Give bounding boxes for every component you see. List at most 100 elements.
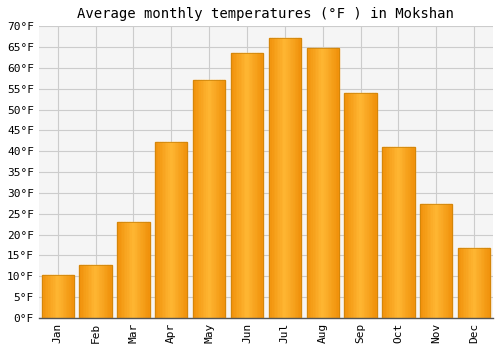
Bar [86, 265, 88, 318]
Bar [42, 275, 43, 318]
Bar [334, 48, 336, 318]
Bar [326, 48, 328, 318]
Bar [262, 53, 263, 318]
Bar [486, 248, 487, 318]
Bar [130, 222, 132, 318]
Bar [426, 204, 428, 318]
Bar [314, 48, 316, 318]
Bar [239, 53, 240, 318]
Bar [285, 38, 286, 318]
Bar [425, 204, 426, 318]
Bar [351, 92, 352, 318]
Bar [172, 142, 173, 318]
Bar [204, 79, 206, 318]
Bar [201, 79, 202, 318]
Bar [484, 248, 486, 318]
Title: Average monthly temperatures (°F ) in Mokshan: Average monthly temperatures (°F ) in Mo… [78, 7, 454, 21]
Bar [127, 222, 128, 318]
Bar [408, 147, 410, 318]
Bar [298, 38, 300, 318]
Bar [405, 147, 406, 318]
Bar [320, 48, 321, 318]
Bar [458, 248, 460, 318]
Bar [209, 79, 211, 318]
Bar [248, 53, 250, 318]
Bar [120, 222, 122, 318]
Bar [480, 248, 482, 318]
Bar [318, 48, 320, 318]
Bar [395, 147, 397, 318]
Bar [182, 142, 184, 318]
Bar [451, 204, 452, 318]
Bar [202, 79, 204, 318]
Bar [300, 38, 301, 318]
Bar [366, 92, 367, 318]
Bar [155, 142, 157, 318]
Bar [160, 142, 162, 318]
Bar [487, 248, 488, 318]
Bar [184, 142, 186, 318]
Bar [321, 48, 322, 318]
Bar [247, 53, 248, 318]
Bar [280, 38, 281, 318]
Bar [143, 222, 144, 318]
Bar [288, 38, 290, 318]
Bar [444, 204, 446, 318]
Bar [372, 92, 374, 318]
Bar [164, 142, 165, 318]
Bar [194, 79, 196, 318]
Bar [283, 38, 285, 318]
Bar [146, 222, 148, 318]
Bar [386, 147, 387, 318]
Bar [211, 79, 212, 318]
Bar [337, 48, 339, 318]
Bar [392, 147, 394, 318]
Bar [170, 142, 172, 318]
Bar [430, 204, 432, 318]
Bar [397, 147, 398, 318]
Bar [460, 248, 462, 318]
Bar [60, 275, 61, 318]
Bar [313, 48, 314, 318]
Bar [48, 275, 50, 318]
Bar [360, 92, 362, 318]
Bar [99, 265, 100, 318]
Bar [458, 248, 490, 318]
Bar [375, 92, 376, 318]
Bar [219, 79, 220, 318]
Bar [80, 265, 112, 318]
Bar [104, 265, 105, 318]
Bar [212, 79, 214, 318]
Bar [350, 92, 351, 318]
Bar [324, 48, 326, 318]
Bar [193, 79, 194, 318]
Bar [135, 222, 136, 318]
Bar [331, 48, 332, 318]
Bar [216, 79, 217, 318]
Bar [433, 204, 434, 318]
Bar [310, 48, 312, 318]
Bar [134, 222, 135, 318]
Bar [69, 275, 70, 318]
Bar [410, 147, 412, 318]
Bar [422, 204, 424, 318]
Bar [472, 248, 474, 318]
Bar [250, 53, 252, 318]
Bar [402, 147, 403, 318]
Bar [256, 53, 258, 318]
Bar [84, 265, 86, 318]
Bar [420, 204, 452, 318]
Bar [329, 48, 331, 318]
Bar [102, 265, 104, 318]
Bar [260, 53, 262, 318]
Bar [193, 79, 225, 318]
Bar [255, 53, 256, 318]
Bar [471, 248, 472, 318]
Bar [293, 38, 294, 318]
Bar [244, 53, 246, 318]
Bar [174, 142, 176, 318]
Bar [234, 53, 235, 318]
Bar [382, 147, 414, 318]
Bar [206, 79, 208, 318]
Bar [440, 204, 441, 318]
